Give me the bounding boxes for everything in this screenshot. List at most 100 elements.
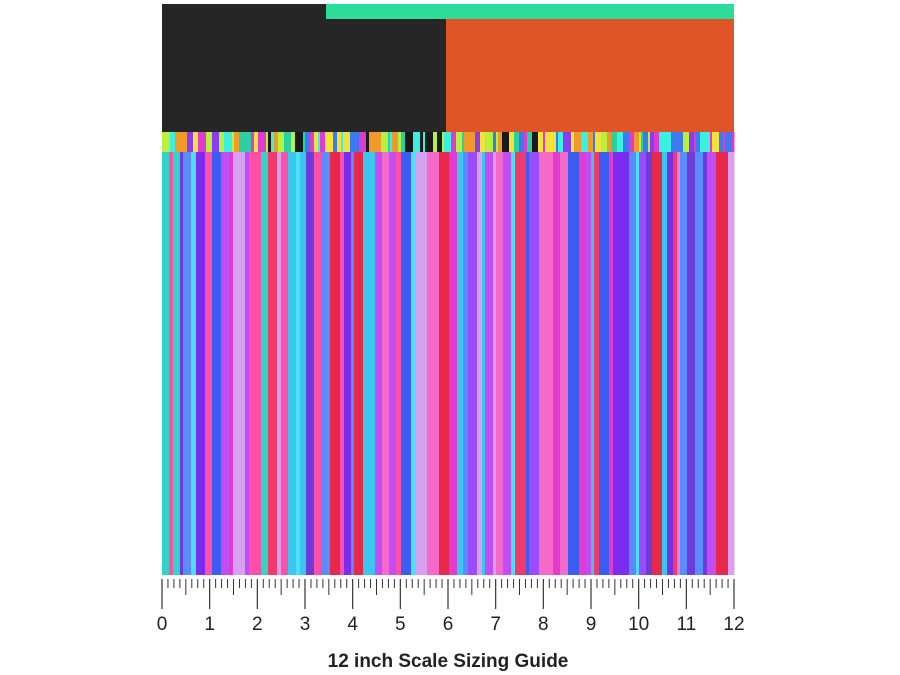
band-stripe [274,132,279,152]
stripe [670,152,674,575]
stripe [162,152,170,575]
band-stripe [266,132,269,152]
band-stripe [187,132,194,152]
stripe [599,152,610,575]
band-stripe [558,132,564,152]
band-stripe [475,132,481,152]
stripe [695,152,704,575]
stripe [449,152,458,575]
stripe [496,152,504,575]
stripe [396,152,402,575]
band-stripe [245,132,252,152]
stripe [354,152,364,575]
band-stripe [694,132,697,152]
dark-block [162,4,446,132]
ruler-label: 6 [443,614,454,635]
stripe [330,152,341,575]
stripe [233,152,246,575]
stripe [568,152,580,575]
band-stripe [162,132,171,152]
band-stripe [509,132,515,152]
stripe [515,152,527,575]
stripe [529,152,540,575]
band-stripe [350,132,356,152]
ruler-label: 9 [586,614,597,635]
stripe [662,152,668,575]
stripe [300,152,307,575]
band-stripe [659,132,668,152]
band-stripe [320,132,326,152]
stripe [591,152,595,575]
band-stripe [232,132,235,152]
band-stripe [198,132,207,152]
band-stripe [175,132,183,152]
band-stripe [574,132,582,152]
band-stripe [468,132,476,152]
stripe [716,152,729,575]
band-stripe [341,132,344,152]
ruler-label: 5 [395,614,406,635]
band-stripe [667,132,672,152]
stripe [703,152,708,575]
band-stripe [284,132,292,152]
stripe [560,152,569,575]
band-stripe [413,132,421,152]
ruler-label: 12 [723,614,744,635]
stripe [553,152,558,575]
band-stripe [239,132,246,152]
band-stripe [639,132,642,152]
green-bar [326,4,734,19]
band-stripe [462,132,465,152]
band-stripe [390,132,393,152]
band-stripe [442,132,445,152]
stripe [169,152,174,575]
stripe [639,152,647,575]
band-stripe [581,132,589,152]
band-stripe [401,132,406,152]
band-stripe [182,132,188,152]
stripe [457,152,464,575]
stripe [296,152,301,575]
stripe [586,152,592,575]
band-stripe [496,132,499,152]
band-stripe [646,132,649,152]
stripe [482,152,486,575]
band-stripe [527,132,533,152]
stripe [463,152,469,575]
stripe [389,152,397,575]
band-stripe [485,132,494,152]
band-stripe [325,132,334,152]
band-stripe [381,132,389,152]
band-stripe [493,132,497,152]
stripe [477,152,483,575]
band-stripe [359,132,367,152]
band-stripe [723,132,726,152]
band-stripe [405,132,414,152]
stripe [375,152,383,575]
band-stripe [268,132,272,152]
band-stripe [650,132,655,152]
ruler-label: 11 [676,614,696,635]
stripe [309,152,315,575]
band-stripe [623,132,626,152]
stripe [196,152,206,575]
band-stripe [712,132,720,152]
stripe [229,152,234,575]
band-stripe [732,132,735,152]
band-stripe [696,132,701,152]
stripe [416,152,428,575]
band-stripe [337,132,342,152]
stripe [677,152,681,575]
stripe [363,152,376,575]
band-stripe [611,132,618,152]
ruler: 0 1 2 3 4 5 6 7 8 9 10 11 12 [157,579,745,635]
band-stripe [725,132,733,152]
band-stripe [519,132,525,152]
band-stripe [654,132,660,152]
stripe [261,152,269,575]
stripe [427,152,440,575]
stripe [680,152,688,575]
stripe [557,152,561,575]
stripe [493,152,497,575]
